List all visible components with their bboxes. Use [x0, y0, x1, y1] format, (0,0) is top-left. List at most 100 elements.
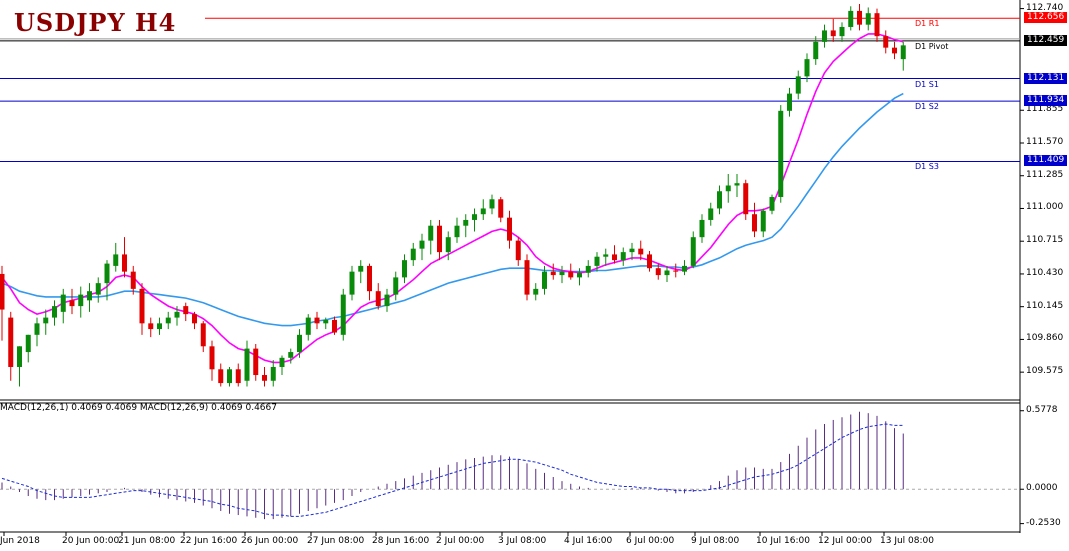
candle-body — [804, 59, 810, 77]
candle-body — [577, 272, 582, 278]
time-tick-label: 22 Jun 16:00 — [180, 536, 238, 546]
candle-body — [708, 208, 714, 220]
candle-body — [244, 348, 250, 381]
time-tick-label: Jun 2018 — [0, 536, 40, 546]
moving-averages — [1, 33, 904, 364]
candle-body — [787, 93, 792, 111]
candle-body — [139, 288, 145, 324]
candle-body — [130, 271, 136, 289]
level-price-tag: 111.409 — [1024, 155, 1068, 167]
candle-body — [148, 323, 154, 330]
candle-body — [472, 214, 477, 220]
candle-body — [585, 265, 591, 273]
time-tick-label: 21 Jun 08:00 — [118, 536, 176, 546]
candle-body — [122, 254, 127, 272]
candle-body — [104, 263, 110, 284]
candle-body — [515, 240, 521, 261]
candle-body — [690, 237, 696, 266]
candle-body — [332, 319, 337, 333]
level-price-tag: 112.656 — [1024, 12, 1068, 24]
candle-body — [620, 252, 626, 261]
candle-body — [489, 199, 495, 209]
candle-body — [174, 311, 180, 318]
candle-body — [533, 288, 539, 295]
candle-body — [78, 294, 84, 307]
candle-body — [445, 237, 451, 253]
time-tick-label: 28 Jun 16:00 — [372, 536, 430, 546]
candle-body — [778, 110, 784, 197]
candle-body — [200, 323, 206, 347]
candle-body — [752, 214, 757, 232]
candle-body — [0, 273, 5, 310]
candle-body — [629, 248, 635, 253]
time-tick-label: 13 Jul 08:00 — [880, 536, 934, 546]
candle-body — [682, 265, 687, 272]
candle-body — [725, 185, 731, 192]
candle-body — [25, 334, 31, 353]
candle-body — [454, 225, 460, 238]
price-tick-label: 111.000 — [1026, 202, 1064, 213]
candle-body — [87, 291, 92, 301]
macd-tick-label: 0.5778 — [1026, 404, 1058, 415]
candle-body — [664, 270, 670, 276]
time-tick-label: 4 Jul 16:00 — [564, 536, 613, 546]
level-name-label: D1 S2 — [915, 102, 939, 112]
candle-body — [358, 265, 364, 272]
candle-body — [410, 248, 416, 261]
level-name-label: D1 Pivot — [915, 41, 949, 51]
candle-body — [209, 346, 215, 370]
candle-body — [402, 260, 407, 278]
candle-body — [480, 208, 486, 215]
macd-indicator — [0, 410, 1024, 525]
candle-body — [227, 369, 232, 384]
candle-body — [367, 265, 372, 292]
chart-title: USDJPY H4 — [14, 8, 177, 37]
time-tick-label: 2 Jul 00:00 — [436, 536, 485, 546]
candle-body — [542, 271, 547, 289]
candle-body — [568, 271, 574, 278]
macd-tick-label: 0.0000 — [1026, 483, 1058, 494]
slow-moving-average-line — [1, 92, 904, 327]
candle-body — [297, 334, 302, 353]
candle-body — [813, 41, 819, 60]
candle-body — [507, 217, 512, 241]
candle-body — [419, 240, 425, 249]
candle-body — [253, 348, 259, 376]
price-tick-label: 111.570 — [1026, 136, 1064, 147]
candle-body — [279, 357, 285, 367]
chart-frame — [0, 0, 1024, 536]
time-tick-label: 20 Jun 00:00 — [62, 536, 120, 546]
candle-body — [594, 256, 600, 266]
macd-signal-line — [1, 423, 904, 517]
price-tick-label: 109.860 — [1026, 333, 1064, 344]
price-tick-label: 110.145 — [1026, 300, 1064, 311]
time-tick-label: 12 Jul 00:00 — [818, 536, 872, 546]
candle-body — [192, 314, 197, 324]
price-tick-label: 111.285 — [1026, 169, 1064, 180]
candle-body — [270, 366, 276, 381]
candle-body — [760, 210, 766, 232]
candle-body — [743, 183, 749, 215]
candle-body — [8, 317, 14, 367]
candle-body — [349, 271, 355, 295]
level-name-label: D1 S3 — [915, 162, 939, 172]
candle-body — [900, 45, 906, 60]
candle-body — [314, 317, 320, 324]
candle-body — [498, 199, 504, 218]
price-tick-label: 110.715 — [1026, 235, 1064, 246]
candle-body — [550, 271, 556, 276]
time-tick-label: 9 Jul 08:00 — [691, 536, 740, 546]
candle-body — [305, 317, 311, 335]
level-name-label: D1 R1 — [915, 19, 940, 29]
macd-tick-label: -0.2530 — [1026, 517, 1061, 528]
candle-body — [830, 30, 836, 37]
candle-body — [428, 225, 434, 241]
candle-body — [340, 294, 346, 335]
candle-body — [699, 219, 705, 238]
candle-body — [524, 260, 530, 295]
candle-body — [393, 277, 399, 295]
level-price-tag: 111.934 — [1024, 95, 1068, 107]
time-tick-label: 26 Jun 00:00 — [241, 536, 299, 546]
candle-body — [769, 196, 775, 211]
